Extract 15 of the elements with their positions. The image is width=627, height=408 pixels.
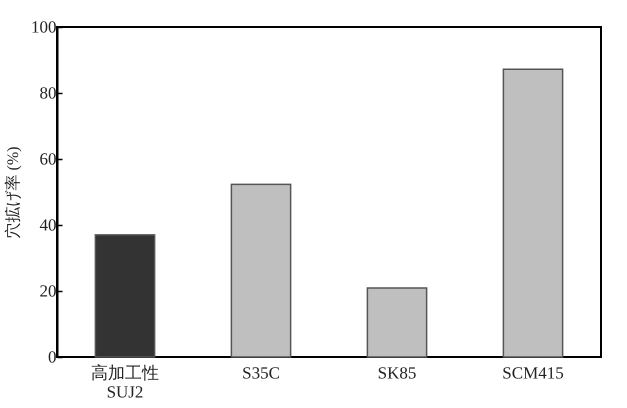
bar	[502, 68, 564, 358]
y-tick-label: 100	[31, 18, 56, 36]
y-tick-label: 0	[48, 348, 56, 366]
y-tick-label: 60	[40, 150, 56, 168]
bar	[230, 184, 292, 358]
y-axis-title: 穴拡げ率 (%)	[4, 146, 22, 238]
bar	[366, 287, 428, 358]
x-tick-label: 高加工性 SUJ2	[91, 364, 159, 402]
x-tick-label: S35C	[242, 364, 280, 382]
x-tick-label: SCM415	[502, 364, 564, 382]
x-tick-label: SK85	[378, 364, 416, 382]
y-tick-label: 80	[40, 84, 56, 102]
y-tick-label: 40	[40, 216, 56, 234]
y-tick-label: 20	[40, 282, 56, 300]
bar	[94, 234, 156, 358]
